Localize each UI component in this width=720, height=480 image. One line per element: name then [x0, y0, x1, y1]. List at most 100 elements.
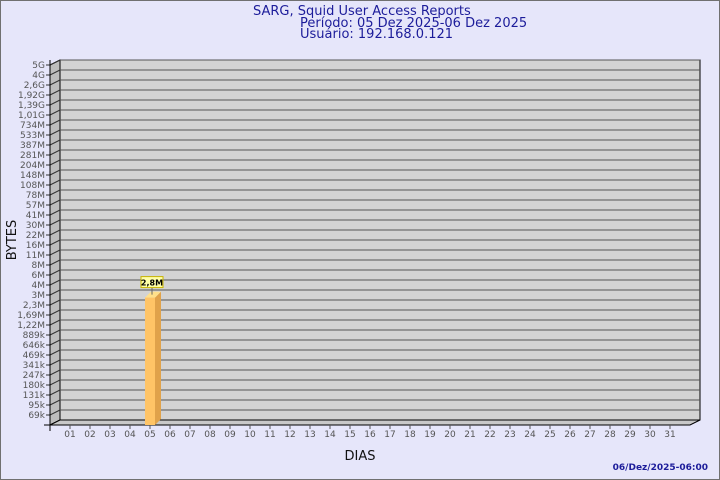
x-tick-label: 07 — [184, 430, 195, 440]
y-tick-label: 180k — [23, 381, 46, 391]
gridline-side — [49, 249, 61, 256]
gridline-side — [49, 359, 61, 366]
x-tick-label: 30 — [644, 430, 656, 440]
gridline-side — [49, 129, 61, 136]
y-tick-label: 1,22M — [17, 321, 45, 331]
gridline-side — [49, 409, 61, 416]
gridline-side — [49, 89, 61, 96]
x-tick-label: 05 — [144, 430, 155, 440]
y-tick-label: 2,6G — [24, 81, 45, 91]
y-tick-label: 11M — [26, 251, 45, 261]
bar-top — [145, 291, 161, 298]
y-axis-label: BYTES — [5, 220, 20, 261]
gridline-side — [49, 79, 61, 86]
y-tick-label: 1,39G — [18, 101, 45, 111]
gridline-side — [49, 269, 61, 276]
gridline-side — [49, 229, 61, 236]
y-tick-label: 16M — [26, 241, 45, 251]
x-tick-label: 15 — [344, 430, 355, 440]
y-tick-label: 5G — [32, 61, 45, 71]
y-tick-label: 1,92G — [18, 91, 45, 101]
y-tick-label: 533M — [20, 131, 45, 141]
y-tick-label: 1,01G — [18, 111, 45, 121]
gridline-side — [49, 339, 61, 346]
gridline-side — [49, 239, 61, 246]
x-tick-label: 26 — [564, 430, 576, 440]
bar-label-box — [140, 276, 164, 289]
bar-data-label: 2,8M — [141, 279, 163, 288]
y-tick-label: 30M — [26, 221, 45, 231]
y-tick-label: 1,69M — [17, 311, 45, 321]
gridline-side — [49, 159, 61, 166]
gridline-side — [49, 169, 61, 176]
y-tick-label: 78M — [26, 191, 45, 201]
gridline-side — [49, 219, 61, 226]
y-tick-label: 41M — [26, 211, 45, 221]
x-tick-label: 01 — [64, 430, 75, 440]
gridline-side — [49, 119, 61, 126]
y-tick-label: 69k — [28, 411, 45, 421]
gridline-side — [49, 289, 61, 296]
x-tick-label: 22 — [484, 430, 495, 440]
y-tick-label: 646k — [23, 341, 46, 351]
x-tick-label: 14 — [324, 430, 336, 440]
x-tick-label: 08 — [204, 430, 216, 440]
plot-area: 5G4G2,6G1,92G1,39G1,01G734M533M387M281M2… — [17, 59, 701, 440]
gridline-side — [49, 319, 61, 326]
y-tick-label: 4M — [32, 281, 46, 291]
y-tick-label: 469k — [23, 351, 46, 361]
gridline-side — [49, 349, 61, 356]
x-tick-label: 21 — [464, 430, 475, 440]
gridline-side — [49, 389, 61, 396]
x-tick-label: 17 — [384, 430, 395, 440]
x-tick-label: 10 — [244, 430, 256, 440]
x-tick-label: 24 — [524, 430, 536, 440]
gridline-side — [49, 69, 61, 76]
x-tick-label: 25 — [544, 430, 555, 440]
gridline-side — [49, 189, 61, 196]
x-tick-label: 28 — [604, 430, 616, 440]
y-tick-label: 22M — [26, 231, 45, 241]
x-tick-label: 27 — [584, 430, 595, 440]
y-tick-label: 95k — [28, 401, 45, 411]
y-tick-label: 148M — [20, 171, 45, 181]
gridline-side — [49, 199, 61, 206]
gridline-side — [49, 329, 61, 336]
gridline-side — [49, 279, 61, 286]
x-tick-label: 16 — [364, 430, 376, 440]
x-axis-label: DIAS — [345, 449, 376, 464]
y-tick-label: 889k — [23, 331, 46, 341]
x-tick-label: 18 — [404, 430, 416, 440]
gridline-side — [49, 379, 61, 386]
y-tick-label: 108M — [20, 181, 45, 191]
bar-side — [155, 291, 161, 425]
gridline-side — [49, 99, 61, 106]
y-tick-label: 4G — [32, 71, 45, 81]
y-tick-label: 247k — [23, 371, 46, 381]
y-tick-label: 131k — [23, 391, 46, 401]
x-tick-label: 04 — [124, 430, 136, 440]
x-tick-label: 19 — [424, 430, 436, 440]
y-tick-label: 281M — [20, 151, 45, 161]
gridline-side — [49, 309, 61, 316]
gridline-side — [49, 139, 61, 146]
x-tick-label: 02 — [84, 430, 95, 440]
y-tick-label: 734M — [20, 121, 45, 131]
y-tick-label: 204M — [20, 161, 45, 171]
gridline-side — [49, 209, 61, 216]
gridline-side — [49, 399, 61, 406]
x-tick-label: 13 — [304, 430, 315, 440]
y-tick-label: 387M — [20, 141, 45, 151]
x-tick-label: 09 — [224, 430, 236, 440]
x-tick-label: 31 — [664, 430, 675, 440]
y-tick-label: 3M — [32, 291, 46, 301]
gridline-side — [49, 149, 61, 156]
gridline-side — [49, 299, 61, 306]
y-tick-label: 2,3M — [23, 301, 45, 311]
chart-user: Usuário: 192.168.0.121 — [300, 27, 453, 42]
y-tick-label: 8M — [32, 261, 46, 271]
gridline-side — [49, 179, 61, 186]
x-tick-label: 29 — [624, 430, 636, 440]
y-tick-label: 341k — [23, 361, 46, 371]
